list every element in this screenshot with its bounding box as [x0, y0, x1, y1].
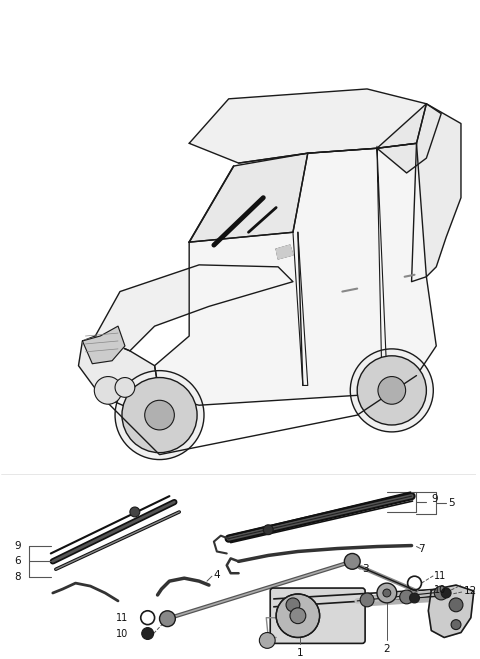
Text: 9: 9 — [432, 494, 438, 504]
Circle shape — [159, 611, 175, 627]
Circle shape — [144, 400, 174, 430]
Text: 3: 3 — [362, 564, 369, 574]
Text: 6: 6 — [14, 556, 21, 566]
Circle shape — [344, 554, 360, 569]
Circle shape — [130, 507, 140, 517]
Polygon shape — [276, 245, 293, 259]
Text: 2: 2 — [384, 645, 390, 654]
Circle shape — [434, 586, 448, 600]
Circle shape — [115, 370, 204, 459]
Circle shape — [378, 376, 406, 404]
Polygon shape — [189, 153, 308, 242]
Text: 7: 7 — [419, 544, 425, 554]
Circle shape — [286, 598, 300, 612]
Circle shape — [360, 593, 374, 607]
Circle shape — [115, 378, 135, 397]
Text: 10: 10 — [116, 629, 128, 639]
Polygon shape — [428, 585, 474, 637]
Polygon shape — [96, 265, 293, 351]
Circle shape — [122, 378, 197, 453]
Polygon shape — [377, 103, 441, 173]
Text: 11: 11 — [116, 613, 128, 623]
Text: 8: 8 — [14, 572, 21, 582]
Circle shape — [290, 608, 306, 623]
Text: 4: 4 — [214, 570, 220, 580]
Polygon shape — [79, 336, 159, 415]
Circle shape — [259, 633, 275, 648]
Circle shape — [350, 349, 433, 432]
Text: 12: 12 — [464, 586, 477, 596]
Polygon shape — [411, 103, 461, 281]
Text: 1: 1 — [297, 648, 303, 658]
Text: 11: 11 — [434, 571, 446, 581]
Text: 10: 10 — [434, 585, 446, 595]
Polygon shape — [83, 326, 125, 364]
Text: 9: 9 — [14, 540, 21, 550]
Circle shape — [409, 593, 420, 603]
FancyBboxPatch shape — [270, 588, 365, 643]
Circle shape — [94, 376, 122, 404]
Circle shape — [451, 619, 461, 629]
Polygon shape — [189, 89, 426, 163]
Circle shape — [264, 525, 273, 534]
Circle shape — [142, 627, 154, 639]
Circle shape — [400, 590, 414, 604]
Circle shape — [357, 356, 426, 425]
Circle shape — [441, 588, 451, 598]
Circle shape — [276, 594, 320, 637]
Circle shape — [383, 589, 391, 597]
Circle shape — [377, 583, 397, 603]
Text: 5: 5 — [448, 498, 455, 508]
Circle shape — [449, 598, 463, 612]
Polygon shape — [155, 143, 436, 405]
